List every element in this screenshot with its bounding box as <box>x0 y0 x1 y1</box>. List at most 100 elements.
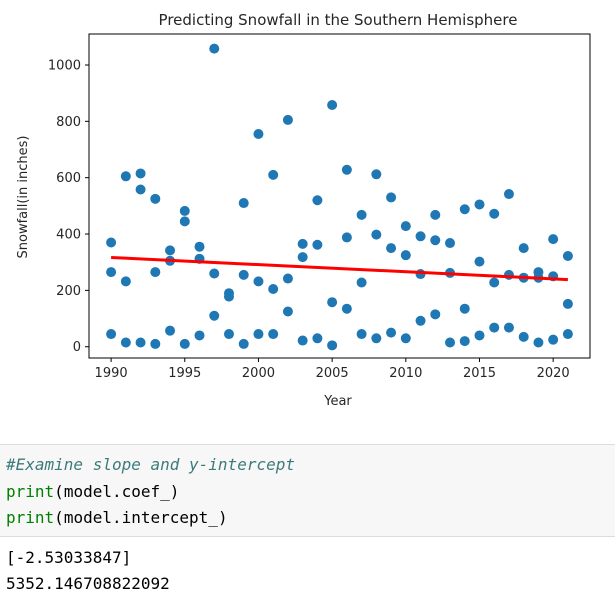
scatter-point <box>548 334 559 345</box>
code-line-intercept: print(model.intercept_) <box>6 508 228 527</box>
y-tick-label: 600 <box>56 171 81 186</box>
scatter-point <box>223 291 234 302</box>
scatter-point <box>179 216 190 227</box>
scatter-point <box>400 250 411 261</box>
scatter-point <box>312 195 323 206</box>
scatter-point <box>474 199 485 210</box>
print-keyword: print <box>6 508 55 527</box>
scatter-point <box>459 336 470 347</box>
scatter-point <box>327 99 338 110</box>
scatter-point <box>474 256 485 267</box>
scatter-point <box>430 235 441 246</box>
code-line-coef: print(model.coef_) <box>6 482 180 501</box>
code-arg-intercept: model.intercept_ <box>63 508 218 527</box>
scatter-point <box>238 198 249 209</box>
scatter-point <box>562 298 573 309</box>
y-axis-label: Snowfall(in inches) <box>16 136 31 259</box>
code-comment: #Examine slope and y-intercept <box>6 455 295 474</box>
scatter-point <box>474 330 485 341</box>
scatter-point <box>400 221 411 232</box>
regression-line-layer <box>111 255 568 282</box>
scatter-point <box>238 338 249 349</box>
scatter-chart: Predicting Snowfall in the Southern Hemi… <box>16 11 591 409</box>
scatter-point <box>371 169 382 180</box>
cell-output: [-2.53033847] 5352.146708822092 <box>0 538 615 601</box>
scatter-point <box>120 337 131 348</box>
scatter-point <box>341 164 352 175</box>
scatter-point <box>165 325 176 336</box>
scatter-point <box>135 184 146 195</box>
regression-line <box>111 255 568 282</box>
scatter-point <box>386 327 397 338</box>
scatter-point <box>386 192 397 203</box>
y-tick-label: 1000 <box>48 58 81 73</box>
scatter-point <box>179 338 190 349</box>
scatter-point <box>209 268 220 279</box>
chart-svg: Predicting Snowfall in the Southern Hemi… <box>16 11 591 409</box>
scatter-point <box>268 329 279 340</box>
scatter-point <box>459 204 470 215</box>
x-tick-label: 2000 <box>242 366 275 381</box>
axis-ticks: 1990 1995 2000 2005 2010 2015 2020 0 200 400 600 80… <box>48 58 570 381</box>
scatter-point <box>503 189 514 200</box>
output-intercept: 5352.146708822092 <box>6 574 170 593</box>
scatter-point <box>135 337 146 348</box>
scatter-point <box>445 238 456 249</box>
scatter-point <box>386 243 397 254</box>
scatter-point <box>209 310 220 321</box>
y-tick-label: 200 <box>56 284 81 299</box>
scatter-point <box>120 276 131 287</box>
scatter-point <box>268 169 279 180</box>
scatter-point <box>518 243 529 254</box>
scatter-point <box>297 252 308 263</box>
code-cell[interactable]: #Examine slope and y-intercept print(mod… <box>0 444 615 537</box>
x-tick-label: 2005 <box>316 366 349 381</box>
scatter-point <box>356 209 367 220</box>
scatter-point <box>503 322 514 333</box>
scatter-point <box>150 338 161 349</box>
scatter-point <box>106 237 117 248</box>
scatter-point <box>194 241 205 252</box>
scatter-point <box>415 231 426 242</box>
scatter-point <box>268 283 279 294</box>
x-tick-label: 2020 <box>537 366 570 381</box>
scatter-point <box>282 114 293 125</box>
scatter-point <box>356 329 367 340</box>
scatter-point <box>253 276 264 287</box>
scatter-point <box>562 251 573 262</box>
scatter-point <box>120 171 131 182</box>
scatter-point <box>312 239 323 250</box>
scatter-point <box>489 277 500 288</box>
scatter-point <box>445 337 456 348</box>
scatter-point <box>371 229 382 240</box>
scatter-point <box>562 329 573 340</box>
scatter-point <box>209 43 220 54</box>
scatter-point <box>253 329 264 340</box>
scatter-point <box>165 245 176 256</box>
scatter-point <box>179 205 190 216</box>
chart-title: Predicting Snowfall in the Southern Hemi… <box>159 11 518 29</box>
scatter-point <box>297 238 308 249</box>
print-keyword: print <box>6 482 55 501</box>
scatter-point <box>400 333 411 344</box>
scatter-point <box>341 303 352 314</box>
scatter-point <box>297 335 308 346</box>
scatter-point <box>430 209 441 220</box>
output-coef: [-2.53033847] <box>6 548 132 567</box>
scatter-point <box>489 322 500 333</box>
scatter-point <box>194 330 205 341</box>
scatter-point <box>415 315 426 326</box>
code-arg-coef: model.coef_ <box>63 482 170 501</box>
scatter-point <box>282 273 293 284</box>
scatter-point <box>327 297 338 308</box>
scatter-point <box>489 208 500 219</box>
y-tick-label: 800 <box>56 115 81 130</box>
x-axis-label: Year <box>323 394 352 409</box>
scatter-point <box>253 129 264 140</box>
scatter-point <box>135 168 146 179</box>
scatter-point <box>282 306 293 317</box>
y-tick-label: 0 <box>73 340 81 355</box>
scatter-point <box>459 303 470 314</box>
x-tick-label: 1990 <box>95 366 128 381</box>
scatter-point <box>238 269 249 280</box>
